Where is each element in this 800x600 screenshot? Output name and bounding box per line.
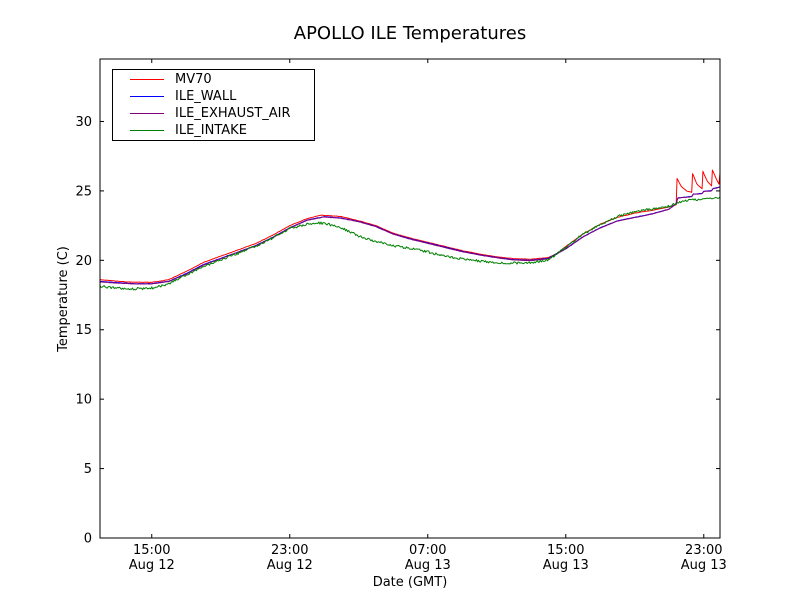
legend-item-label: ILE_WALL xyxy=(175,89,237,104)
x-tick-label-date: Aug 13 xyxy=(681,558,727,573)
legend-line-sample xyxy=(130,96,164,97)
axes-frame xyxy=(99,58,721,539)
legend-item-label: ILE_EXHAUST_AIR xyxy=(175,106,291,121)
y-tick-label: 0 xyxy=(84,532,92,547)
legend-item-ile_wall: ILE_WALL xyxy=(113,88,314,105)
x-tick-label-date: Aug 12 xyxy=(129,558,175,573)
series-line-ile_wall xyxy=(99,186,721,285)
legend-item-label: MV70 xyxy=(175,72,212,87)
legend-line-sample xyxy=(130,113,164,114)
x-axis-label: Date (GMT) xyxy=(372,575,448,590)
series-line-ile_intake xyxy=(99,196,721,291)
legend: MV70 ILE_WALL ILE_EXHAUST_AIR ILE_INTAKE xyxy=(112,69,315,141)
y-tick-label: 15 xyxy=(75,323,92,338)
x-tick-label-time: 23:00 xyxy=(685,543,722,558)
y-axis-label: Temperature (C) xyxy=(56,246,71,352)
chart-title: APOLLO ILE Temperatures xyxy=(293,23,527,44)
x-tick-label-date: Aug 13 xyxy=(405,558,451,573)
legend-line-sample xyxy=(130,79,164,80)
x-tick-label-time: 07:00 xyxy=(409,543,446,558)
y-tick-label: 10 xyxy=(75,393,92,408)
legend-item-label: ILE_INTAKE xyxy=(175,123,247,138)
y-tick-label: 25 xyxy=(75,184,92,199)
y-tick-label: 20 xyxy=(75,254,92,269)
y-tick-label: 30 xyxy=(75,115,92,130)
legend-item-ile_intake: ILE_INTAKE xyxy=(113,122,314,139)
series-line-ile_exhaust_air xyxy=(99,186,721,285)
legend-item-mv70: MV70 xyxy=(113,71,314,88)
y-tick-label: 5 xyxy=(84,462,92,477)
series-line-mv70 xyxy=(99,169,721,283)
legend-item-ile_exhaust_air: ILE_EXHAUST_AIR xyxy=(113,105,314,122)
legend-line-sample xyxy=(130,130,164,131)
x-tick-label-date: Aug 12 xyxy=(267,558,313,573)
x-tick-label-time: 15:00 xyxy=(133,543,170,558)
x-tick-label-time: 23:00 xyxy=(271,543,308,558)
x-tick-label-time: 15:00 xyxy=(547,543,584,558)
x-tick-label-date: Aug 13 xyxy=(543,558,589,573)
